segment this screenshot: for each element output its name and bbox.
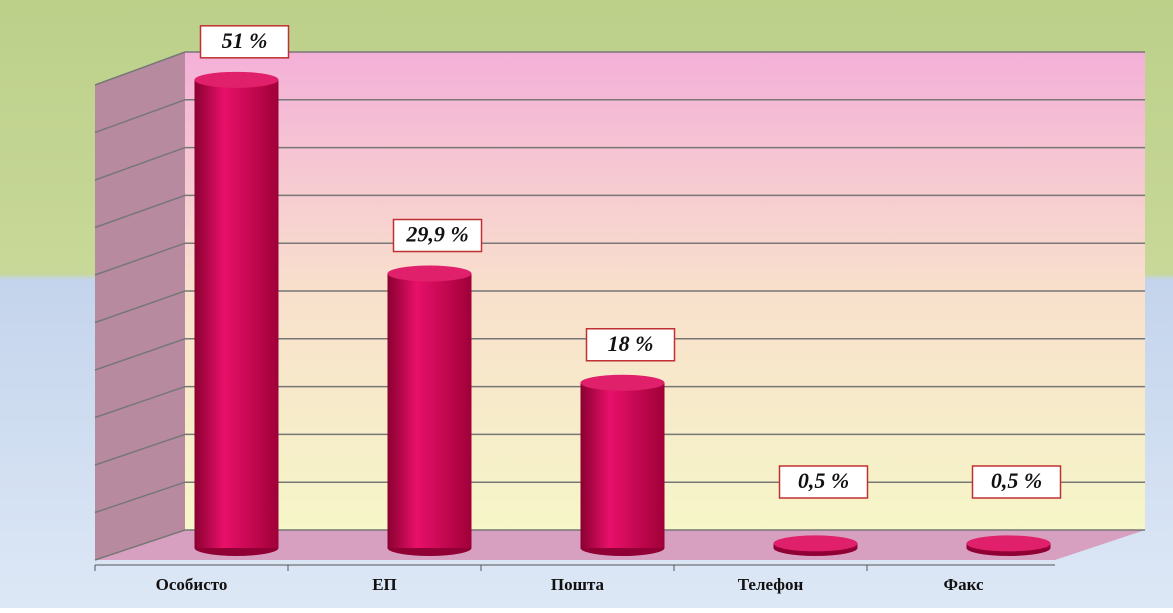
grid-line bbox=[94, 338, 1145, 371]
grid-line bbox=[94, 146, 1145, 181]
bar-part bbox=[966, 535, 1051, 552]
value-label: 51 % bbox=[222, 28, 268, 53]
bar bbox=[194, 71, 279, 556]
x-tick-label: ЕП bbox=[372, 575, 397, 594]
bar-part bbox=[194, 71, 279, 88]
bar-part bbox=[387, 265, 472, 282]
x-tick-label: Пошта bbox=[551, 575, 605, 594]
bar bbox=[773, 535, 858, 556]
x-tick-label: Факс bbox=[943, 575, 983, 594]
x-tick-label: Телефон bbox=[738, 575, 804, 594]
grid-line bbox=[94, 242, 1145, 276]
bar-part bbox=[580, 382, 665, 548]
bar-part bbox=[194, 79, 279, 548]
bar bbox=[580, 374, 665, 556]
value-label: 18 % bbox=[608, 331, 654, 356]
value-label-box bbox=[199, 25, 290, 59]
x-tick-label: Особисто bbox=[156, 575, 228, 594]
value-label: 0,5 % bbox=[798, 468, 849, 493]
bar-part bbox=[387, 273, 472, 548]
bar-part bbox=[773, 535, 858, 552]
grid-line bbox=[94, 433, 1145, 466]
value-label-box bbox=[971, 465, 1062, 499]
grid-line bbox=[94, 290, 1145, 324]
value-label-box bbox=[585, 328, 676, 362]
value-label: 0,5 % bbox=[991, 468, 1042, 493]
grid-line bbox=[94, 194, 1145, 229]
bar bbox=[966, 535, 1051, 556]
bar-part bbox=[580, 374, 665, 391]
grid-line bbox=[94, 385, 1145, 419]
bar bbox=[387, 265, 472, 556]
grid-line bbox=[94, 529, 1145, 561]
grid-line bbox=[94, 51, 1145, 86]
value-label: 29,9 % bbox=[405, 222, 468, 247]
grid-line bbox=[94, 99, 1145, 134]
value-label-box bbox=[778, 465, 869, 499]
value-label-box bbox=[392, 218, 483, 253]
